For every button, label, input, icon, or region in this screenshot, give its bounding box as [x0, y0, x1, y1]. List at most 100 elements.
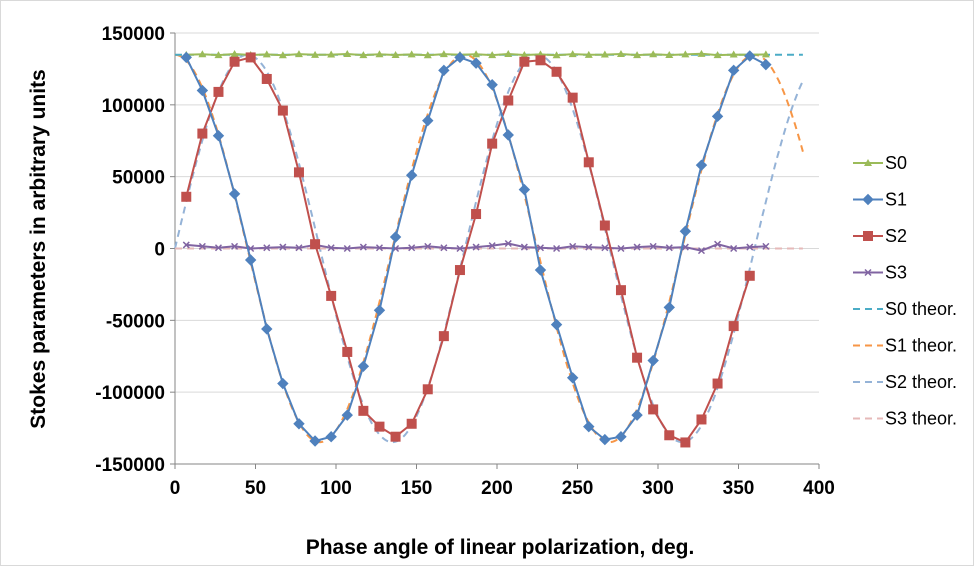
series-s2-point [487, 138, 498, 149]
series-s3-point [488, 242, 496, 250]
series-s0-point [311, 50, 320, 58]
series-s2-point [245, 52, 256, 63]
series-s1-point [631, 409, 643, 421]
series-s0-point [761, 50, 770, 58]
series-s3-point [343, 244, 351, 253]
series-s2-point [326, 290, 337, 301]
series-s1-point [502, 129, 514, 141]
series-s3-point [746, 243, 754, 251]
series-s2-point [632, 352, 643, 363]
series-s3-point [536, 244, 545, 252]
series-s2-point [454, 265, 465, 276]
series-s1-point [373, 304, 386, 316]
legend-marker [862, 193, 874, 206]
series-s1-point [196, 84, 209, 97]
series-s1-point [647, 354, 659, 367]
series-s2-point [471, 209, 482, 220]
series-s2-point [293, 167, 304, 178]
series-s1-point [583, 420, 595, 433]
series-s2-point [406, 418, 417, 429]
y-tick-label: 50000 [112, 168, 165, 189]
series-s3-point [714, 240, 722, 248]
series-s1-point [180, 51, 192, 64]
series-s0-point [262, 50, 271, 58]
series-s3-point [440, 244, 448, 252]
legend-item-s3-theor: S3 theor. [853, 409, 957, 429]
x-tick-label: 150 [401, 478, 433, 499]
series-s3-point [569, 242, 577, 250]
series-s3-point [697, 247, 706, 255]
series-s1-point [615, 430, 627, 443]
legend-label: S2 [885, 226, 907, 246]
series-s3-point [617, 244, 625, 253]
series-s1-point [438, 64, 450, 77]
series-s0-point [729, 50, 738, 58]
series-s2-point [229, 56, 240, 67]
series-s2-point [503, 95, 514, 106]
series-s0-point [697, 49, 706, 57]
series-s3-point [553, 244, 561, 253]
series-s1-point [695, 159, 708, 171]
series-s0-point [230, 49, 239, 57]
series-s2-point [213, 86, 224, 97]
series-s3-point [585, 243, 593, 251]
series-s3-point [295, 244, 303, 252]
legend-marker [864, 268, 872, 277]
series-s2-point [648, 404, 659, 415]
series-s3-point [214, 244, 223, 252]
series-s0-point [568, 50, 577, 58]
series-s1-point [534, 264, 547, 276]
series-s1-point [212, 130, 225, 142]
series-s2-point [261, 73, 272, 84]
legend: S0 S1 S2 S3 S0 theor. S1 theor. S2 theor. S3 th… [853, 153, 957, 429]
legend-label: S1 theor. [885, 336, 957, 356]
series-s1-point [228, 188, 241, 200]
x-axis-title: Phase angle of linear polarization, deg. [306, 536, 695, 559]
legend-label: S0 [885, 153, 907, 173]
series-s1-point [727, 64, 740, 77]
series-s2-point [310, 239, 321, 250]
series-s3-point [408, 244, 416, 252]
series-s2-point [615, 285, 626, 296]
axes [170, 32, 820, 469]
series-s0-point [616, 49, 625, 57]
series-s1-point [550, 318, 563, 331]
legend-item-s0-theor: S0 theor. [853, 299, 957, 319]
series-s1-point [679, 225, 692, 237]
x-tick-label: 200 [481, 478, 513, 499]
series-s2-point [438, 331, 449, 342]
series-s2-point [535, 55, 546, 66]
series-s1-point [325, 430, 337, 443]
y-tick-label: -50000 [106, 311, 165, 332]
series-s1-point [454, 51, 466, 64]
series-s2-point [696, 414, 707, 425]
legend-item-s3: S3 [853, 263, 907, 283]
series-s3-point [279, 243, 287, 251]
series-s1-point [566, 372, 579, 384]
legend-label: S2 theor. [885, 372, 957, 392]
legend-label: S0 theor. [885, 299, 957, 319]
series-s3-point [649, 242, 657, 250]
series-s0-point [584, 50, 593, 58]
series-s1-point [744, 50, 756, 62]
series-s2-point [390, 431, 401, 442]
series-s0-point [504, 49, 513, 57]
series-s1-point [341, 409, 353, 421]
series-s2-point [680, 437, 691, 448]
series-s1-point [277, 377, 289, 390]
legend-label: S3 theor. [885, 409, 957, 429]
series-s2-point [744, 270, 755, 281]
y-axis-title: Stokes parameters in arbitrary units [27, 69, 50, 428]
series-s2-point [712, 378, 723, 389]
series-s2-point [599, 220, 610, 231]
series-s0-point [278, 51, 287, 59]
series-s3-point [182, 241, 190, 249]
series-s2-point [422, 384, 433, 395]
legend-label: S3 [885, 263, 907, 283]
series-s3-point [198, 242, 206, 250]
series-s1-point [486, 79, 498, 91]
legend-item-s1-theor: S1 theor. [853, 336, 957, 356]
